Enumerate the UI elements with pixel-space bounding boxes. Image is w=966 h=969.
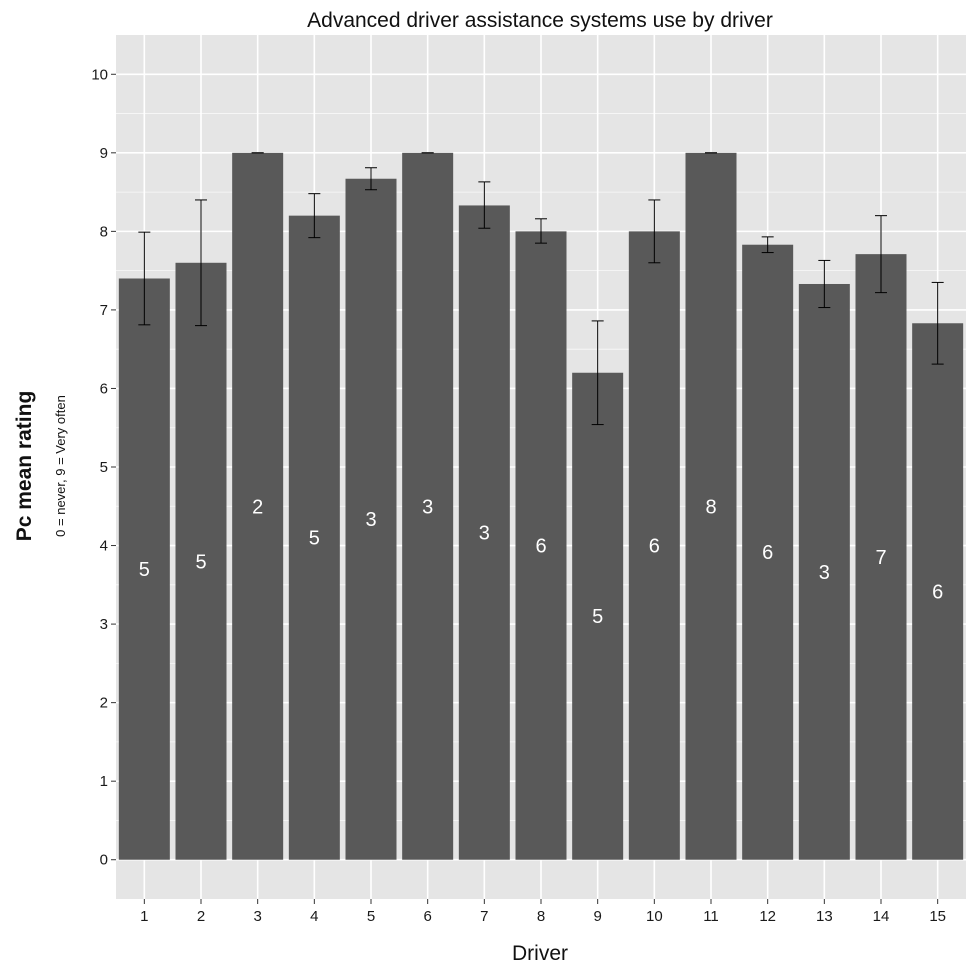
chart-title: Advanced driver assistance systems use b… — [307, 9, 773, 32]
bar-driver-12 — [742, 244, 794, 860]
y-tick-label: 0 — [100, 852, 108, 869]
bar-count-label: 5 — [139, 559, 150, 581]
bar-driver-3 — [232, 152, 284, 860]
x-tick-label: 15 — [929, 908, 946, 925]
bar-count-label: 7 — [875, 547, 886, 569]
x-tick-label: 4 — [310, 908, 318, 925]
y-axis: 0 1 2 3 4 5 6 7 8 9 10 — [91, 66, 116, 869]
x-tick-label: 7 — [480, 908, 488, 925]
x-tick-label: 13 — [816, 908, 833, 925]
error-bar-driver-1 — [138, 231, 151, 326]
x-tick-label: 8 — [537, 908, 545, 925]
x-tick-label: 1 — [140, 908, 148, 925]
error-bars — [138, 152, 944, 426]
y-tick-label: 10 — [91, 66, 108, 83]
bar-count-label: 6 — [762, 542, 773, 564]
y-tick-label: 4 — [100, 538, 108, 555]
bar-count-label: 2 — [252, 496, 263, 518]
x-tick-label: 5 — [367, 908, 375, 925]
bar-count-label: 5 — [592, 606, 603, 628]
error-bar-driver-14 — [875, 215, 887, 294]
bar-count-labels: 5 5 2 5 3 3 3 6 5 6 8 6 3 7 6 — [139, 496, 943, 628]
bar-count-label: 8 — [705, 496, 716, 518]
x-tick-label: 11 — [703, 908, 719, 925]
y-tick-label: 5 — [100, 459, 108, 476]
y-tick-label: 1 — [100, 773, 108, 790]
error-bar-driver-13 — [818, 259, 831, 309]
y-tick-label: 9 — [100, 145, 108, 162]
y-tick-label: 8 — [100, 223, 108, 240]
error-bar-driver-2 — [195, 199, 207, 327]
bar-count-label: 5 — [195, 551, 206, 573]
bar-driver-1 — [118, 278, 170, 860]
bar-driver-2 — [175, 262, 227, 860]
error-bar-driver-7 — [478, 181, 491, 229]
y-axis-subtitle: 0 = never, 9 = Very often — [53, 395, 68, 537]
bar-count-label: 6 — [932, 581, 943, 603]
error-bar-driver-8 — [535, 218, 547, 244]
bar-count-label: 6 — [649, 536, 660, 558]
x-tick-label: 10 — [646, 908, 663, 925]
bar-count-label: 3 — [819, 562, 830, 584]
error-bar-driver-15 — [931, 281, 944, 365]
error-bar-driver-9 — [591, 320, 604, 426]
y-tick-label: 7 — [100, 302, 108, 319]
y-tick-label: 2 — [100, 695, 108, 712]
bar-driver-14 — [855, 254, 907, 860]
y-tick-label: 3 — [100, 616, 108, 633]
y-tick-label: 6 — [100, 380, 108, 397]
bar-driver-5 — [345, 178, 397, 860]
y-axis-title: Pc mean rating — [13, 391, 36, 542]
x-tick-label: 14 — [873, 908, 890, 925]
x-axis: 1 2 3 4 5 6 7 8 9 10 11 12 13 14 15 — [140, 899, 946, 925]
bar-driver-4 — [288, 215, 340, 860]
bar-count-label: 3 — [479, 523, 490, 545]
x-tick-label: 9 — [593, 908, 601, 925]
bar-driver-8 — [515, 231, 567, 860]
x-axis-title: Driver — [512, 942, 568, 964]
bars — [118, 152, 964, 860]
error-bar-driver-5 — [365, 167, 377, 191]
bar-driver-9 — [572, 372, 624, 860]
error-bar-driver-12 — [761, 236, 774, 254]
bar-count-label: 5 — [309, 528, 320, 550]
bar-driver-10 — [628, 231, 680, 860]
bar-driver-7 — [458, 205, 510, 860]
bar-count-label: 3 — [422, 496, 433, 518]
x-tick-label: 6 — [423, 908, 431, 925]
bar-count-label: 6 — [535, 536, 546, 558]
x-tick-label: 2 — [197, 908, 205, 925]
bar-driver-11 — [685, 152, 737, 860]
error-bar-driver-4 — [308, 193, 321, 239]
bar-count-label: 3 — [365, 509, 376, 531]
error-bar-driver-10 — [648, 199, 661, 264]
bar-driver-15 — [912, 323, 964, 860]
bar-driver-6 — [402, 152, 454, 860]
x-tick-label: 12 — [759, 908, 776, 925]
x-tick-label: 3 — [253, 908, 261, 925]
bar-driver-13 — [798, 283, 850, 860]
